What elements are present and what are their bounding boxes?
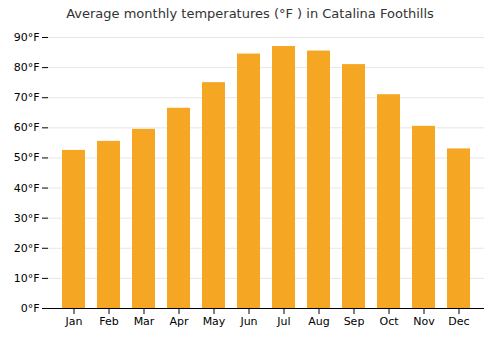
svg-text:80°F: 80°F xyxy=(14,61,40,74)
svg-text:20°F: 20°F xyxy=(14,242,40,255)
svg-text:Nov: Nov xyxy=(413,315,435,328)
svg-text:Apr: Apr xyxy=(169,315,189,328)
svg-text:Sep: Sep xyxy=(344,315,365,328)
svg-text:Jan: Jan xyxy=(65,315,83,328)
svg-text:40°F: 40°F xyxy=(14,182,40,195)
svg-text:Oct: Oct xyxy=(379,315,399,328)
svg-text:Aug: Aug xyxy=(308,315,329,328)
svg-text:10°F: 10°F xyxy=(14,272,40,285)
svg-text:Jul: Jul xyxy=(276,315,290,328)
svg-text:Mar: Mar xyxy=(134,315,155,328)
svg-text:70°F: 70°F xyxy=(14,91,40,104)
svg-text:90°F: 90°F xyxy=(14,31,40,44)
svg-text:Jun: Jun xyxy=(239,315,257,328)
svg-text:May: May xyxy=(203,315,226,328)
html-text:Average monthly temperatures (: Average monthly temperatures (°F ) in Ca… xyxy=(66,6,434,21)
svg-text:Dec: Dec xyxy=(448,315,469,328)
svg-text:50°F: 50°F xyxy=(14,151,40,164)
svg-text:30°F: 30°F xyxy=(14,212,40,225)
svg-text:Feb: Feb xyxy=(99,315,118,328)
svg-text:60°F: 60°F xyxy=(14,121,40,134)
svg-text:0°F: 0°F xyxy=(21,302,40,315)
